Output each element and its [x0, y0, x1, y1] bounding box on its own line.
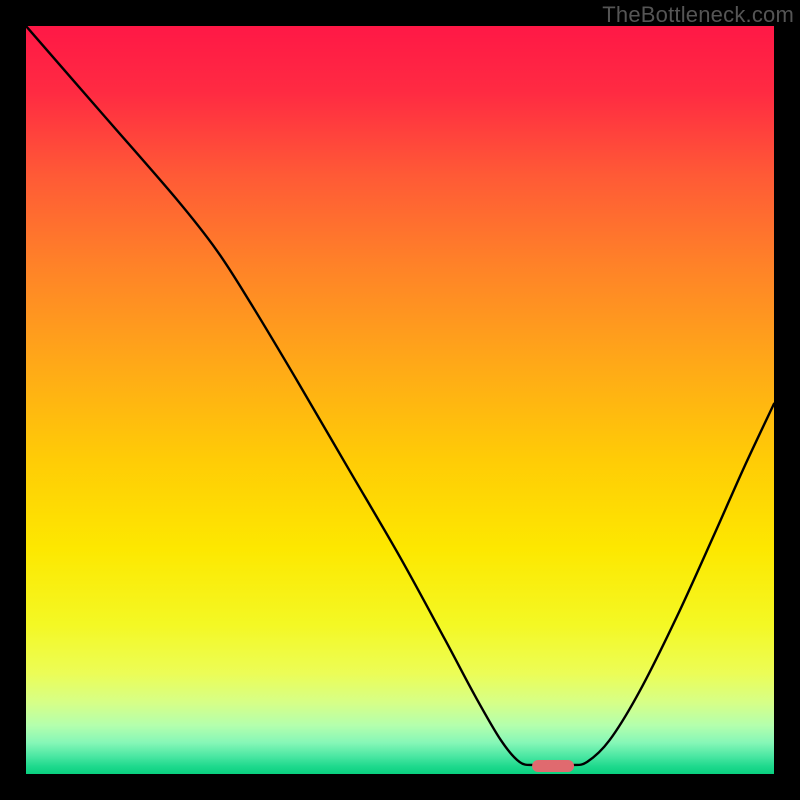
watermark-text: TheBottleneck.com — [602, 2, 794, 28]
optimal-marker — [532, 760, 574, 772]
page-root: TheBottleneck.com — [0, 0, 800, 800]
plot-frame — [26, 26, 774, 774]
bottleneck-curve — [26, 26, 774, 774]
